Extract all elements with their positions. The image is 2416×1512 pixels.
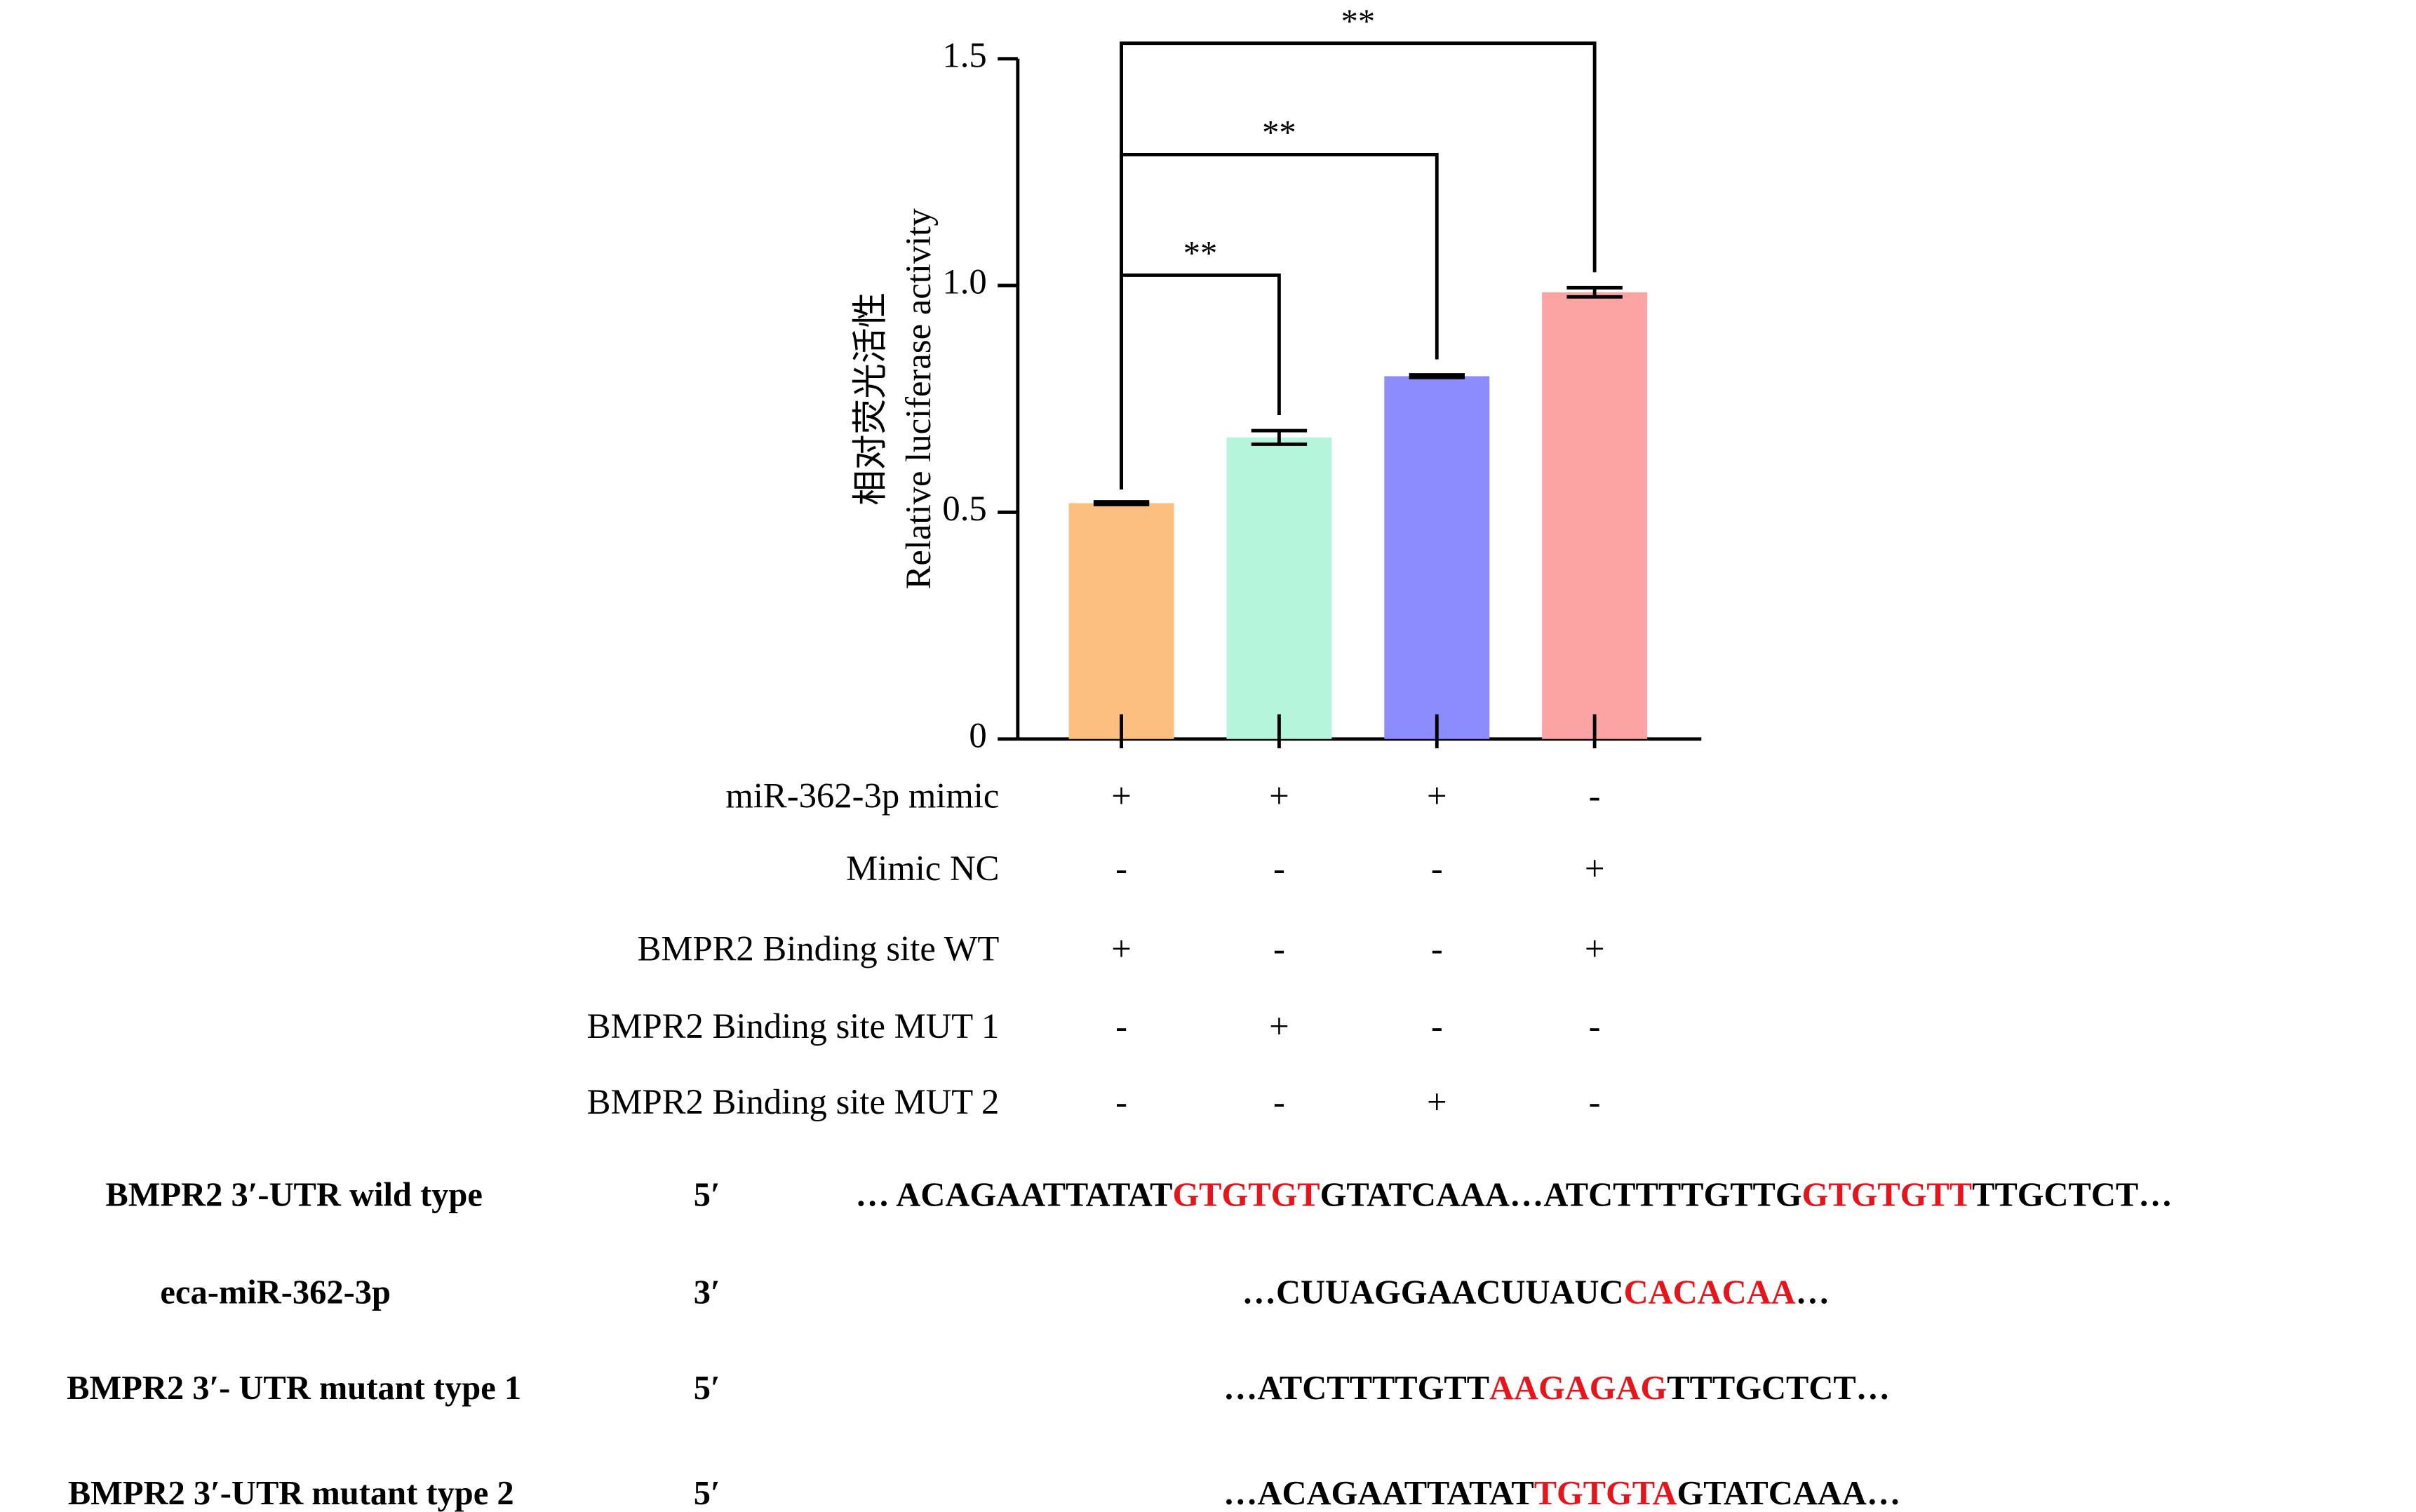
sequence-name: eca-miR-362-3p — [160, 1274, 391, 1311]
condition-sign: + — [1427, 776, 1447, 815]
condition-label: BMPR2 Binding site WT — [638, 929, 1000, 968]
significance-label: ** — [1183, 235, 1217, 272]
condition-sign: - — [1115, 849, 1127, 888]
sequence-end: 5′ — [694, 1370, 720, 1407]
bar — [1226, 437, 1332, 739]
y-tick-label: 1.0 — [942, 262, 986, 302]
error-bar — [1093, 500, 1150, 506]
condition-label: miR-362-3p mimic — [725, 776, 999, 815]
condition-sign: - — [1115, 1006, 1127, 1046]
condition-sign: - — [1115, 1082, 1127, 1121]
condition-sign: - — [1431, 849, 1443, 888]
highlighted-bases: GTGTGTT — [1802, 1177, 1973, 1214]
condition-sign: - — [1431, 929, 1443, 968]
highlighted-bases: CACACAA — [1624, 1274, 1796, 1311]
bar — [1068, 503, 1174, 739]
bases: GTATCAAA…ATCTTTTGTTG — [1320, 1177, 1802, 1214]
error-bar — [1566, 285, 1623, 299]
sequence-name: BMPR2 3′-UTR mutant type 2 — [68, 1475, 514, 1512]
highlighted-bases: GTGTGT — [1172, 1177, 1320, 1214]
condition-sign: + — [1111, 929, 1132, 968]
error-bar — [1251, 428, 1308, 446]
bases: TTTGCTCT… — [1667, 1370, 1890, 1407]
y-tick-label: 1.5 — [942, 35, 986, 74]
condition-sign: + — [1269, 1006, 1289, 1046]
sequence: …ATCTTTTGTTAAGAGAGTTTGCTCT… — [1223, 1370, 1890, 1407]
condition-sign: + — [1585, 849, 1605, 888]
condition-sign: + — [1269, 776, 1289, 815]
error-bar — [1409, 373, 1465, 379]
bases: … ACAGAATTATAT — [855, 1177, 1172, 1214]
sequence: …CUUAGGAACUUAUCCACACAA… — [1242, 1274, 1830, 1311]
condition-label: BMPR2 Binding site MUT 1 — [587, 1006, 1000, 1046]
sequence-name: BMPR2 3′- UTR mutant type 1 — [67, 1370, 521, 1407]
y-axis-label-cn: 相对荧光活性 — [850, 292, 890, 506]
sequence-end: 5′ — [694, 1475, 720, 1512]
bases: GTATCAAA… — [1677, 1475, 1901, 1512]
condition-label: BMPR2 Binding site MUT 2 — [587, 1082, 1000, 1121]
condition-sign: + — [1585, 929, 1605, 968]
condition-sign: + — [1111, 776, 1132, 815]
condition-sign: + — [1427, 1082, 1447, 1121]
sequence: … ACAGAATTATATGTGTGTGTATCAAA…ATCTTTTGTTG… — [855, 1177, 2172, 1214]
condition-label: Mimic NC — [846, 849, 999, 888]
significance-label: ** — [1341, 3, 1375, 40]
condition-sign: - — [1273, 849, 1285, 888]
bases: TTGCTCT… — [1972, 1177, 2173, 1214]
sequence-end: 3′ — [694, 1274, 720, 1311]
bases: … — [1796, 1274, 1830, 1311]
condition-sign: - — [1273, 1082, 1285, 1121]
bar — [1542, 292, 1648, 739]
sequence-name: BMPR2 3′-UTR wild type — [105, 1177, 483, 1214]
y-tick-label: 0 — [969, 715, 986, 755]
bases: …ATCTTTTGTT — [1223, 1370, 1489, 1407]
sequence-end: 5′ — [694, 1177, 720, 1214]
condition-sign: - — [1589, 1082, 1601, 1121]
y-axis-label: Relative luciferase activity — [899, 208, 938, 589]
condition-sign: - — [1589, 1006, 1601, 1046]
bases: …CUUAGGAACUUAUC — [1242, 1274, 1623, 1311]
y-tick-label: 0.5 — [942, 489, 986, 528]
bases: …ACAGAATTATAT — [1223, 1475, 1534, 1512]
sequence: …ACAGAATTATATTGTGTAGTATCAAA… — [1223, 1475, 1900, 1512]
condition-sign: - — [1273, 929, 1285, 968]
significance-label: ** — [1262, 114, 1296, 151]
condition-sign: - — [1431, 1006, 1443, 1046]
condition-sign: - — [1589, 776, 1601, 815]
highlighted-bases: TGTGTA — [1534, 1475, 1677, 1512]
highlighted-bases: AAGAGAG — [1489, 1370, 1667, 1407]
significance-bracket — [1120, 41, 1597, 490]
bar — [1384, 376, 1490, 739]
